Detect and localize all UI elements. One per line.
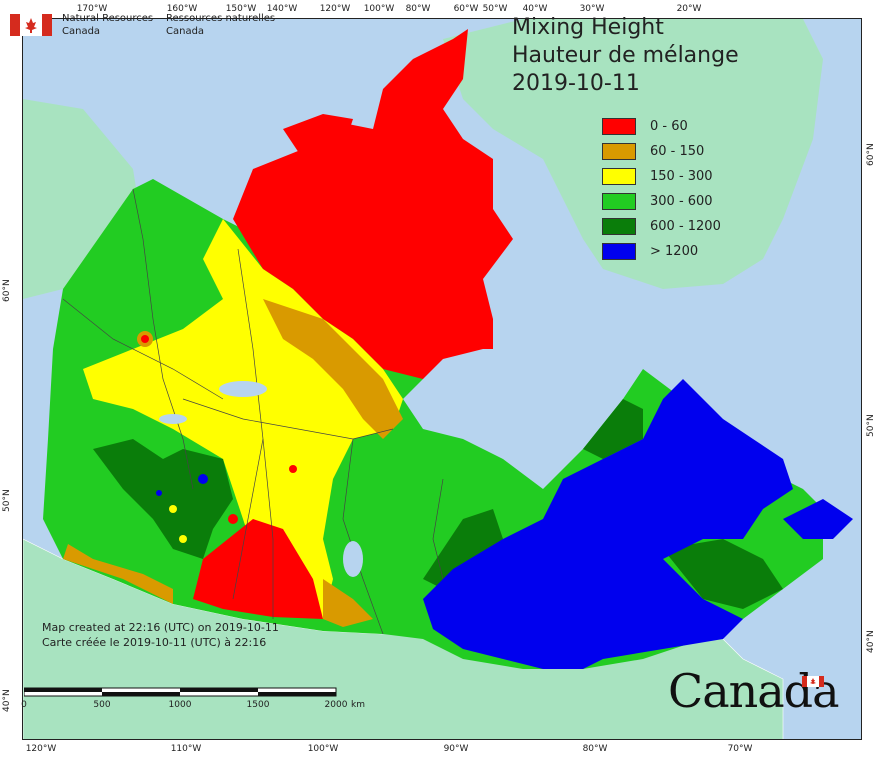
arctic-region-0-60 bbox=[233, 29, 513, 399]
hotspot bbox=[179, 535, 187, 543]
agency-en-line: Natural Resources bbox=[62, 13, 154, 24]
wordmark-flag-icon bbox=[802, 676, 824, 687]
lat-label: 50°N bbox=[866, 414, 876, 437]
legend-swatch bbox=[602, 168, 636, 185]
lake bbox=[159, 414, 187, 424]
legend-label: 600 - 1200 bbox=[650, 219, 721, 234]
lon-label: 100°W bbox=[307, 744, 339, 754]
agency-signature: Natural Resources Canada Ressources natu… bbox=[10, 12, 310, 52]
hotspot bbox=[156, 490, 162, 496]
scale-tick: 1000 bbox=[168, 700, 192, 710]
lon-label: 120°W bbox=[25, 744, 57, 754]
lat-label: 60°N bbox=[866, 143, 876, 166]
map-credit: Map created at 22:16 (UTC) on 2019-10-11… bbox=[42, 620, 279, 650]
canada-region-60-150 bbox=[263, 299, 403, 439]
canada-region-60-150 bbox=[63, 544, 173, 604]
lon-label: 110°W bbox=[170, 744, 202, 754]
title-date: 2019-10-11 bbox=[512, 71, 640, 96]
maritimes-region-over-1200 bbox=[783, 499, 853, 539]
lat-label: 60°N bbox=[2, 279, 12, 302]
lon-label: 100°W bbox=[363, 4, 395, 14]
scale-tick: 1500 bbox=[246, 700, 270, 710]
agency-fr-line: Canada bbox=[166, 26, 205, 37]
lon-label: 120°W bbox=[319, 4, 351, 14]
hotspot bbox=[228, 514, 238, 524]
canada-region-over-1200 bbox=[423, 379, 793, 669]
agency-fr-line: Ressources naturelles bbox=[166, 13, 276, 24]
lon-label: 70°W bbox=[727, 744, 753, 754]
lon-label: 30°W bbox=[579, 4, 605, 14]
legend-label: > 1200 bbox=[650, 244, 699, 259]
lat-label: 50°N bbox=[2, 489, 12, 512]
credit-en: Map created at 22:16 (UTC) on 2019-10-11 bbox=[42, 621, 279, 634]
legend-label: 0 - 60 bbox=[650, 119, 688, 134]
lon-label: 150°W bbox=[225, 4, 257, 14]
legend-swatch bbox=[602, 218, 636, 235]
canada-region-600-1200 bbox=[583, 399, 643, 459]
legend-label: 300 - 600 bbox=[650, 194, 713, 209]
legend-item: 0 - 60 bbox=[602, 118, 802, 136]
canada-flag-icon bbox=[10, 14, 52, 36]
legend-item: 600 - 1200 bbox=[602, 218, 802, 236]
legend-swatch bbox=[602, 243, 636, 260]
lat-label: 40°N bbox=[866, 630, 876, 653]
lake bbox=[343, 541, 363, 577]
lon-label: 90°W bbox=[443, 744, 469, 754]
legend-label: 60 - 150 bbox=[650, 144, 705, 159]
agency-name-en: Natural Resources Canada bbox=[62, 12, 153, 38]
canada-region-600-1200 bbox=[663, 539, 783, 609]
prairie-region-0-60 bbox=[193, 519, 323, 619]
hotspot bbox=[289, 465, 297, 473]
lake bbox=[219, 381, 267, 397]
lon-label: 80°W bbox=[582, 744, 608, 754]
legend-label: 150 - 300 bbox=[650, 169, 713, 184]
lon-label: 40°W bbox=[522, 4, 548, 14]
legend-item: 300 - 600 bbox=[602, 193, 802, 211]
canada-region-60-150 bbox=[323, 579, 373, 627]
scale-tick: 500 bbox=[93, 700, 111, 710]
hotspot bbox=[198, 474, 208, 484]
lon-label: 20°W bbox=[676, 4, 702, 14]
legend-swatch bbox=[602, 193, 636, 210]
hotspot bbox=[169, 505, 177, 513]
legend-swatch bbox=[602, 143, 636, 160]
legend-item: 150 - 300 bbox=[602, 168, 802, 186]
lon-label: 140°W bbox=[266, 4, 298, 14]
scale-unit: km bbox=[351, 700, 365, 710]
lon-label: 80°W bbox=[405, 4, 431, 14]
agency-en-line: Canada bbox=[62, 26, 101, 37]
lon-label: 160°W bbox=[166, 4, 198, 14]
scale-tick: 2000 bbox=[324, 700, 348, 710]
arctic-region-0-60 bbox=[283, 114, 353, 159]
title-en: Mixing Height bbox=[512, 15, 664, 40]
scale-bar-graphic bbox=[24, 687, 337, 697]
hotspot bbox=[141, 335, 149, 343]
hudson-bay bbox=[403, 349, 543, 459]
lon-label: 170°W bbox=[76, 4, 108, 14]
map-title: Mixing Height Hauteur de mélange 2019-10… bbox=[512, 14, 739, 98]
legend-swatch bbox=[602, 118, 636, 135]
alaska-land bbox=[23, 99, 141, 299]
scale-tick: 0 bbox=[21, 700, 27, 710]
scale-bar: 0 500 1000 1500 2000 km bbox=[21, 686, 365, 716]
lat-label: 40°N bbox=[2, 689, 12, 712]
agency-name-fr: Ressources naturelles Canada bbox=[166, 12, 275, 38]
canada-wordmark: Canada bbox=[668, 664, 840, 718]
lon-label: 50°W bbox=[482, 4, 508, 14]
legend-item: 60 - 150 bbox=[602, 143, 802, 161]
credit-fr: Carte créée le 2019-10-11 (UTC) à 22:16 bbox=[42, 636, 267, 649]
canada-region-600-1200 bbox=[93, 439, 233, 559]
lon-label: 60°W bbox=[453, 4, 479, 14]
title-fr: Hauteur de mélange bbox=[512, 43, 739, 68]
legend-item: > 1200 bbox=[602, 243, 802, 261]
